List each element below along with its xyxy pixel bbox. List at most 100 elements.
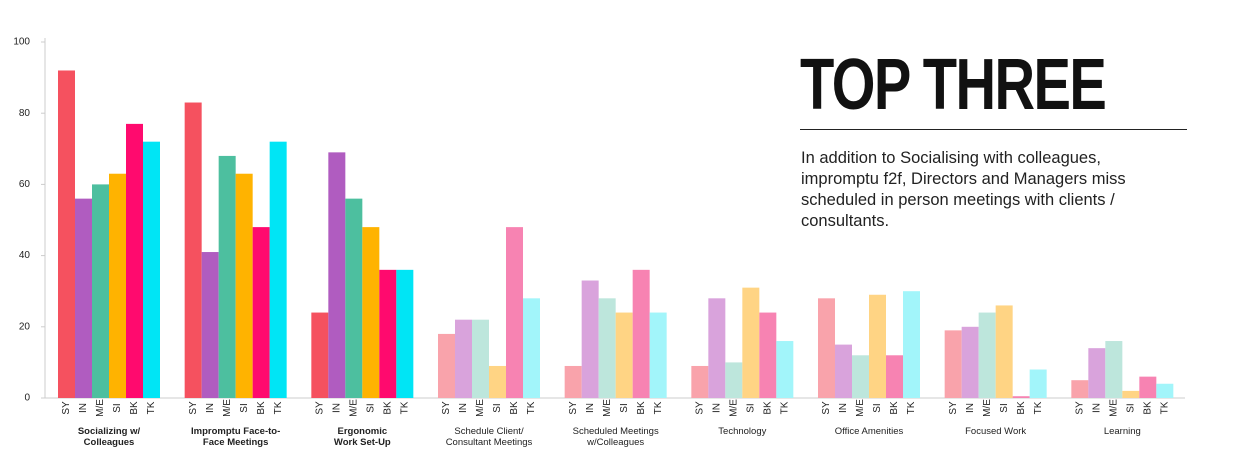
bar [1012, 396, 1030, 398]
series-label: BK [256, 401, 267, 415]
bar [455, 319, 472, 398]
bar [109, 173, 126, 398]
series-label: SY [568, 401, 579, 415]
series-label: M/E [855, 399, 866, 417]
series-label: SY [1074, 401, 1085, 415]
series-label: TK [273, 401, 284, 414]
bar [978, 312, 996, 398]
series-label: IN [965, 403, 976, 413]
series-label: SI [1125, 403, 1136, 412]
series-label: M/E [222, 399, 233, 417]
bar [438, 333, 455, 398]
bar [903, 291, 920, 398]
bar [598, 298, 616, 398]
series-label: SI [365, 403, 376, 412]
series-label: M/E [1108, 399, 1119, 417]
x-tick-label: Schedule Client/ Consultant Meetings [445, 426, 533, 448]
series-label: BK [1142, 401, 1153, 415]
series-label: TK [1033, 401, 1044, 414]
series-label: BK [1016, 401, 1027, 415]
bar [1071, 380, 1089, 398]
bar [143, 141, 160, 398]
series-label: M/E [982, 399, 993, 417]
series-label: SY [314, 401, 325, 415]
series-label: SI [872, 403, 883, 412]
series-label: BK [129, 401, 140, 415]
series-label: SI [239, 403, 250, 412]
y-tick-label: 20 [19, 321, 31, 332]
bar [759, 312, 777, 398]
series-label: SY [61, 401, 72, 415]
series-label: SI [492, 403, 503, 412]
series-label: BK [382, 401, 393, 415]
bar [691, 365, 709, 398]
series-label: M/E [95, 399, 106, 417]
bar [581, 280, 599, 398]
bar [311, 312, 329, 398]
series-label: TK [526, 401, 537, 414]
x-tick-label: Scheduled Meetings w/Colleagues [572, 426, 659, 448]
series-label: M/E [602, 399, 613, 417]
bar [852, 355, 869, 398]
series-label: BK [636, 401, 647, 415]
bar [944, 330, 962, 398]
bar [835, 344, 852, 398]
y-tick-label: 60 [19, 179, 31, 190]
series-label: SI [112, 403, 123, 412]
panel-text: In addition to Socialising with colleagu… [801, 149, 1126, 230]
series-label: IN [838, 403, 849, 413]
series-label: TK [146, 401, 157, 414]
series-label: TK [906, 401, 917, 414]
series-label: IN [711, 403, 722, 413]
series-label: IN [205, 403, 216, 413]
bar [235, 173, 253, 398]
bar [1088, 348, 1106, 398]
bar [92, 184, 109, 398]
series-label: SY [694, 401, 705, 415]
bar [961, 326, 979, 398]
series-label: SI [745, 403, 756, 412]
y-tick-label: 100 [13, 37, 30, 48]
x-tick-label: Impromptu Face-to- Face Meetings [191, 426, 281, 448]
bar [1029, 369, 1047, 398]
series-label: BK [762, 401, 773, 415]
bar [201, 252, 219, 398]
panel-title: TOP THREE [800, 45, 1107, 125]
series-label: TK [653, 401, 664, 414]
x-tick-label: Ergonomic Work Set-Up [333, 426, 391, 448]
bar [58, 70, 75, 398]
bar [218, 155, 236, 398]
series-label: SY [821, 401, 832, 415]
series-label: IN [1091, 403, 1102, 413]
bar [269, 141, 287, 398]
series-label: BK [889, 401, 900, 415]
x-tick-label: Technology [718, 426, 767, 437]
series-label: IN [585, 403, 596, 413]
series-label: M/E [348, 399, 359, 417]
bar [126, 123, 143, 398]
bar [1122, 390, 1140, 398]
x-tick-label: Learning [1103, 426, 1141, 437]
bar [742, 287, 760, 398]
y-tick-label: 80 [19, 108, 31, 119]
series-label: TK [399, 401, 410, 414]
bar [472, 319, 489, 398]
series-label: SY [948, 401, 959, 415]
series-label: TK [779, 401, 790, 414]
bar [869, 294, 886, 398]
bar [379, 269, 397, 398]
bar [184, 102, 202, 399]
bar [1156, 383, 1174, 398]
bar [995, 305, 1013, 398]
bar [708, 298, 726, 398]
series-label: IN [458, 403, 469, 413]
bar [776, 341, 794, 398]
series-label: TK [1159, 401, 1170, 414]
bar [725, 362, 743, 398]
bar [345, 198, 363, 398]
series-label: IN [331, 403, 342, 413]
bar [506, 227, 523, 398]
bar [564, 365, 582, 398]
bar [632, 269, 650, 398]
